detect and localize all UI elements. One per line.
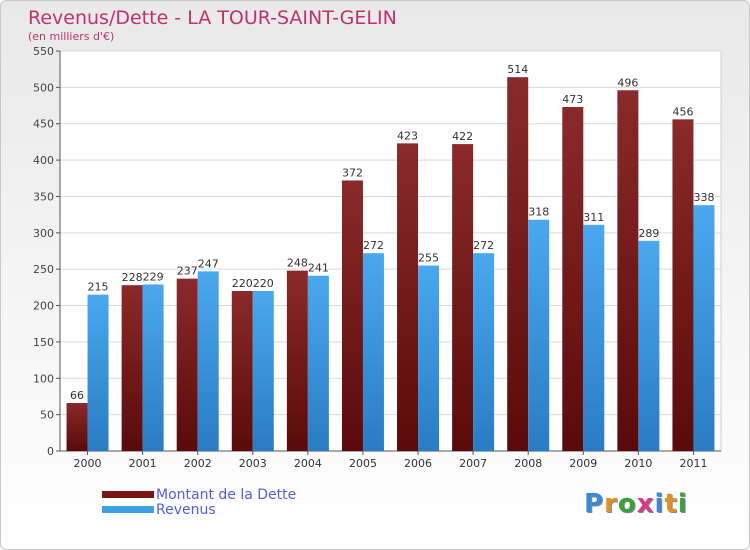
y-tick-label: 350 xyxy=(33,190,54,203)
logo-letter: r xyxy=(604,489,618,519)
data-label-revenus: 338 xyxy=(693,191,714,204)
bar-dette xyxy=(562,107,584,451)
x-tick-label: 2002 xyxy=(184,457,212,470)
data-label-dette: 248 xyxy=(287,257,308,270)
y-tick-label: 0 xyxy=(47,445,54,458)
bar-revenus xyxy=(197,271,219,451)
x-tick-label: 2007 xyxy=(459,457,487,470)
bar-dette xyxy=(231,291,253,451)
legend-label-dette: Montant de la Dette xyxy=(156,486,297,503)
legend-label-revenus: Revenus xyxy=(156,501,216,518)
logo-letter: P xyxy=(584,489,605,519)
data-label-revenus: 272 xyxy=(363,239,384,252)
chart-subtitle: (en milliers d'€) xyxy=(28,30,115,43)
data-label-dette: 496 xyxy=(617,76,638,89)
x-tick-label: 2000 xyxy=(74,457,102,470)
y-tick-label: 100 xyxy=(33,372,54,385)
bar-revenus xyxy=(87,294,109,451)
legend: Montant de la Dette Revenus xyxy=(102,486,297,518)
x-tick-label: 2009 xyxy=(569,457,597,470)
y-tick-label: 400 xyxy=(33,154,54,167)
logo-letter: t xyxy=(664,489,678,519)
bar-revenus xyxy=(142,284,164,451)
y-tick-label: 50 xyxy=(40,409,54,422)
x-tick-label: 2011 xyxy=(679,457,707,470)
data-label-revenus: 311 xyxy=(583,211,604,224)
data-label-revenus: 220 xyxy=(253,277,274,290)
legend-item-dette: Montant de la Dette xyxy=(102,486,297,503)
data-label-revenus: 229 xyxy=(143,270,164,283)
bar-dette xyxy=(672,119,694,451)
bar-revenus xyxy=(528,219,550,451)
y-tick-label: 250 xyxy=(33,263,54,276)
bar-revenus xyxy=(693,205,715,451)
logo-letter: i xyxy=(677,489,688,519)
bar-revenus xyxy=(583,224,605,451)
bar-dette xyxy=(452,144,474,451)
bar-revenus xyxy=(638,240,660,451)
bar-dette xyxy=(341,180,363,452)
plot-area xyxy=(59,50,722,452)
data-label-dette: 514 xyxy=(507,63,528,76)
x-tick-label: 2010 xyxy=(624,457,652,470)
data-label-dette: 423 xyxy=(397,129,418,142)
data-label-dette: 228 xyxy=(122,271,143,284)
bar-dette xyxy=(121,285,143,451)
data-label-dette: 220 xyxy=(232,277,253,290)
bar-dette xyxy=(176,278,198,451)
y-tick-label: 500 xyxy=(33,81,54,94)
bar-revenus xyxy=(418,265,440,451)
bar-dette xyxy=(397,143,419,451)
x-tick-label: 2005 xyxy=(349,457,377,470)
bar-revenus xyxy=(473,253,495,451)
x-tick-label: 2003 xyxy=(239,457,267,470)
logo-letter: i xyxy=(654,489,665,519)
bar-revenus xyxy=(307,275,329,451)
y-tick-label: 200 xyxy=(33,300,54,313)
proxiti-logo: Proxiti xyxy=(584,489,688,519)
x-tick-label: 2008 xyxy=(514,457,542,470)
chart-title: Revenus/Dette - LA TOUR-SAINT-GELIN xyxy=(28,7,397,29)
data-label-revenus: 255 xyxy=(418,252,439,265)
data-label-dette: 473 xyxy=(562,93,583,106)
bar-dette xyxy=(617,90,639,451)
y-tick-label: 550 xyxy=(33,45,54,58)
legend-swatch-revenus xyxy=(102,506,154,513)
data-label-dette: 372 xyxy=(342,166,363,179)
data-label-dette: 422 xyxy=(452,130,473,143)
data-label-dette: 66 xyxy=(70,389,84,402)
x-tick-label: 2004 xyxy=(294,457,322,470)
bar-dette xyxy=(286,270,308,451)
y-tick-label: 450 xyxy=(33,118,54,131)
y-tick-label: 150 xyxy=(33,336,54,349)
x-tick-label: 2001 xyxy=(129,457,157,470)
logo-letter: o xyxy=(617,489,637,519)
bar-revenus xyxy=(252,291,274,451)
bar-revenus xyxy=(362,253,384,451)
data-label-dette: 456 xyxy=(672,105,693,118)
legend-swatch-dette xyxy=(102,491,154,498)
bar-dette xyxy=(507,77,529,451)
data-label-revenus: 289 xyxy=(638,227,659,240)
y-tick-label: 300 xyxy=(33,227,54,240)
bar-dette xyxy=(66,403,88,451)
data-label-revenus: 272 xyxy=(473,239,494,252)
data-label-revenus: 215 xyxy=(88,281,109,294)
data-label-revenus: 241 xyxy=(308,262,329,275)
data-label-revenus: 318 xyxy=(528,206,549,219)
legend-item-revenus: Revenus xyxy=(102,501,296,518)
x-tick-label: 2006 xyxy=(404,457,432,470)
data-label-dette: 237 xyxy=(177,265,198,278)
logo-letter: x xyxy=(636,489,655,519)
data-label-revenus: 247 xyxy=(198,257,219,270)
